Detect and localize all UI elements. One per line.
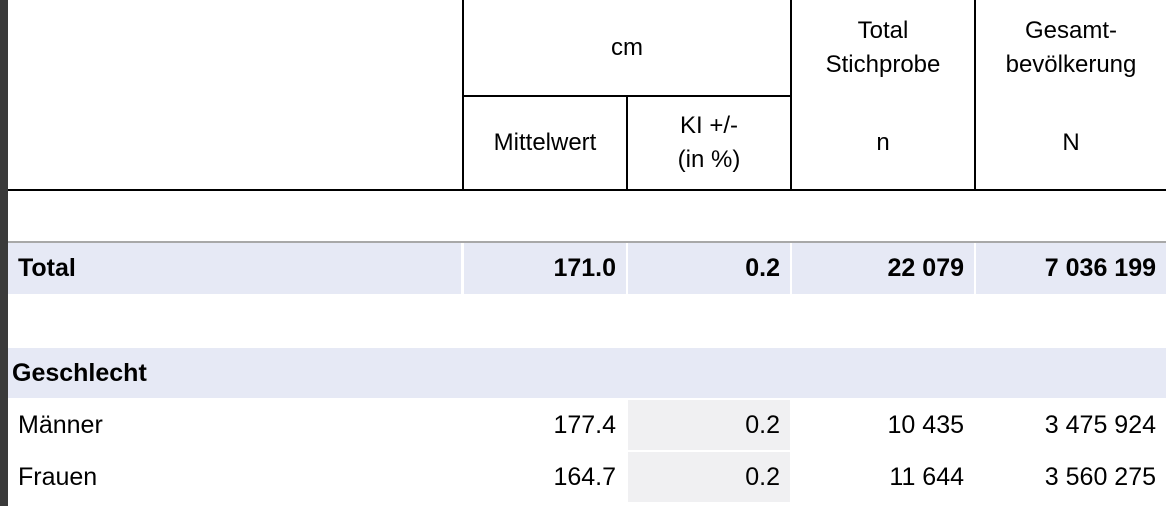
row-label-frauen: Frauen — [18, 462, 98, 491]
row-n-maenner: 10 435 — [887, 410, 964, 439]
header-bottom-border — [8, 189, 1166, 191]
row-ci-maenner: 0.2 — [628, 400, 790, 450]
total-N: 7 036 199 — [976, 243, 1166, 294]
header-mean: Mittelwert — [493, 129, 597, 156]
row-ci-frauen: 0.2 — [628, 452, 790, 502]
window-edge — [0, 0, 8, 506]
header-divider-4 — [974, 0, 976, 191]
total-label: Total — [8, 243, 461, 294]
header-total-sample: Total Stichprobe — [825, 16, 941, 78]
row-n-frauen: 11 644 — [889, 462, 964, 491]
header-divider-2 — [626, 95, 628, 191]
section-geschlecht: Geschlecht — [8, 348, 1166, 398]
row-mean-frauen: 164.7 — [553, 462, 616, 491]
row-N-frauen: 3 560 275 — [1044, 462, 1156, 491]
header-population: Gesamt- bevölkerung — [1005, 16, 1137, 78]
total-mean: 171.0 — [464, 243, 626, 294]
header-unit: cm — [611, 33, 643, 61]
header-ci: KI +/- (in %) — [677, 112, 741, 173]
total-ci: 0.2 — [628, 243, 790, 294]
header-subdivider — [462, 95, 792, 97]
header-n: n — [876, 129, 890, 156]
total-n: 22 079 — [792, 243, 974, 294]
row-mean-maenner: 177.4 — [553, 410, 616, 439]
row-label-maenner: Männer — [18, 410, 103, 439]
total-separator — [8, 241, 1166, 243]
header-N: N — [1062, 129, 1080, 156]
row-N-maenner: 3 475 924 — [1044, 410, 1156, 439]
